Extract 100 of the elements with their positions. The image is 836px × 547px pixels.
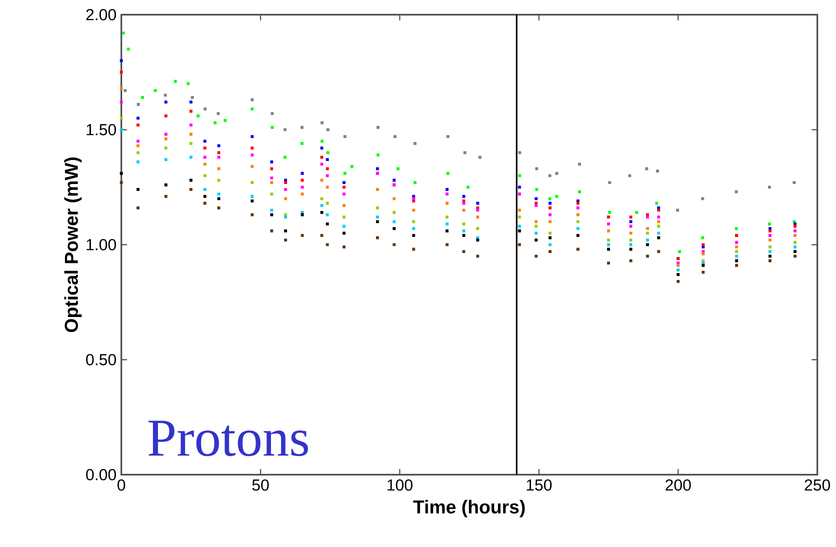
point: [326, 167, 329, 170]
point: [735, 246, 738, 249]
point: [343, 172, 346, 175]
x-axis-title: Time (hours): [413, 500, 525, 518]
point: [342, 192, 346, 196]
point: [270, 176, 274, 180]
point: [412, 248, 416, 251]
point: [120, 116, 123, 120]
point: [792, 220, 796, 224]
point: [189, 124, 192, 127]
point: [250, 98, 254, 102]
point: [476, 202, 480, 205]
point: [518, 174, 522, 178]
point: [186, 82, 190, 86]
point: [702, 264, 705, 268]
point: [702, 270, 705, 274]
point: [392, 220, 396, 224]
point: [392, 197, 396, 200]
point: [124, 89, 127, 92]
point: [446, 135, 450, 138]
point: [320, 197, 324, 200]
point: [396, 167, 400, 170]
point: [676, 264, 680, 268]
point: [250, 165, 254, 168]
point: [189, 132, 192, 136]
point: [270, 192, 274, 196]
point: [702, 252, 705, 256]
point: [284, 188, 288, 192]
point: [768, 259, 772, 262]
point: [548, 174, 552, 178]
point: [326, 243, 329, 246]
point: [342, 186, 346, 189]
point: [701, 197, 704, 200]
point: [518, 186, 521, 189]
point: [518, 216, 521, 219]
point: [214, 121, 217, 124]
point: [657, 220, 660, 224]
point: [628, 174, 632, 178]
point: [735, 254, 738, 258]
point: [607, 230, 610, 232]
x-tick-label: 200: [666, 480, 691, 491]
point: [270, 230, 274, 232]
point: [548, 250, 552, 254]
point: [136, 160, 140, 164]
point: [702, 246, 705, 249]
point: [657, 208, 660, 212]
y-tick-label: 1.50: [86, 124, 116, 136]
point: [320, 211, 324, 214]
point: [655, 202, 658, 205]
point: [657, 224, 660, 228]
point: [141, 96, 144, 100]
point: [608, 181, 612, 184]
point: [462, 222, 466, 226]
point: [462, 250, 466, 254]
point: [217, 206, 220, 210]
point: [794, 254, 797, 258]
point: [794, 246, 797, 249]
point: [122, 32, 125, 35]
point: [342, 181, 346, 184]
point: [250, 200, 254, 203]
point: [320, 162, 324, 166]
point: [446, 222, 449, 226]
point: [555, 172, 558, 175]
point: [476, 238, 480, 242]
point: [548, 220, 552, 224]
point: [376, 206, 379, 210]
point: [120, 86, 123, 90]
point: [217, 156, 220, 159]
point: [250, 181, 254, 184]
point: [203, 174, 206, 178]
point: [607, 238, 610, 242]
x-tick-label: 50: [252, 480, 269, 491]
point: [576, 227, 580, 230]
point: [607, 222, 610, 226]
point: [734, 227, 738, 230]
point: [326, 186, 329, 189]
point: [702, 259, 705, 262]
point: [270, 213, 274, 216]
point: [768, 246, 772, 249]
point: [136, 151, 140, 154]
point: [657, 250, 660, 254]
point: [250, 135, 254, 138]
point: [300, 172, 304, 175]
point: [701, 236, 704, 240]
point: [734, 190, 738, 194]
point: [518, 208, 521, 212]
point: [446, 172, 450, 175]
point: [392, 243, 396, 246]
point: [120, 172, 123, 175]
point: [462, 230, 466, 232]
point: [270, 112, 274, 116]
point: [768, 238, 772, 242]
point: [476, 227, 480, 230]
point: [342, 246, 346, 249]
point: [646, 254, 649, 258]
point: [645, 167, 648, 170]
point: [412, 208, 416, 212]
point: [203, 162, 206, 166]
point: [414, 181, 417, 184]
point: [164, 114, 168, 118]
